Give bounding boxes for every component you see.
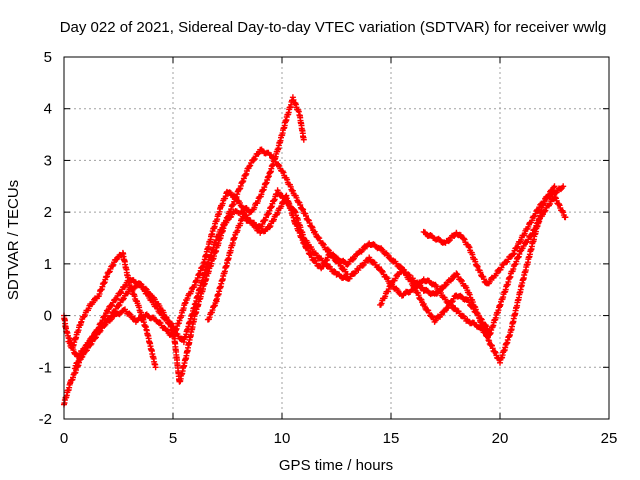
x-tick-label: 0 [60, 430, 68, 447]
series-track-7 [377, 265, 493, 335]
x-tick-label: 5 [169, 430, 177, 447]
y-axis-label: SDTVAR / TECUs [5, 180, 22, 300]
series-track-5 [420, 183, 567, 287]
x-axis-label: GPS time / hours [279, 457, 393, 474]
y-tick-label: -2 [39, 411, 52, 428]
x-tick-label: 20 [492, 430, 509, 447]
y-tick-label: 3 [44, 152, 52, 169]
series-track-6 [204, 192, 351, 323]
x-tick-label: 10 [274, 430, 291, 447]
x-tick-label: 25 [601, 430, 618, 447]
x-tick-label: 15 [383, 430, 400, 447]
data-markers-track-7 [377, 265, 493, 335]
plot-frame [63, 56, 610, 420]
grid [64, 57, 609, 419]
y-tick-label: 0 [44, 308, 52, 325]
y-tick-label: -1 [39, 359, 52, 376]
data-markers-track-6 [204, 192, 351, 323]
chart-title: Day 022 of 2021, Sidereal Day-to-day VTE… [60, 19, 607, 36]
y-tick-label: 1 [44, 256, 52, 273]
y-tick-label: 2 [44, 204, 52, 221]
data-markers-track-5 [420, 183, 567, 287]
y-tick-label: 4 [44, 101, 52, 118]
axis-ticks: 0 5 10 15 20 25 -2 -1 0 1 2 3 4 5 [39, 49, 618, 447]
y-tick-label: 5 [44, 49, 52, 66]
data-series [61, 94, 569, 408]
